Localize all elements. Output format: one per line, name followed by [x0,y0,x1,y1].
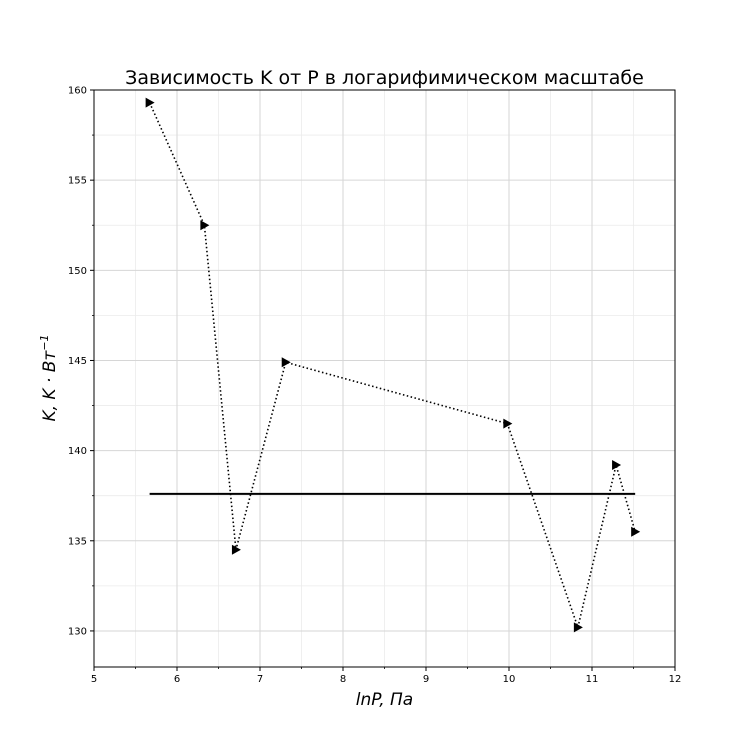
y-axis-label-main: K, K · Вт [40,350,60,422]
data-point-marker [503,418,513,429]
data-point-marker [631,526,641,537]
y-tick-label: 135 [68,536,87,547]
data-point-marker [281,357,291,368]
y-tick-label: 145 [68,356,87,367]
y-axis-label: K, K · Вт−1 [38,334,60,421]
data-point-marker [612,460,622,471]
x-tick-label: 6 [174,674,180,685]
ticks: 5 6 7 8 9 10 11 12 130 135 140 145 150 155 160 [68,86,681,686]
x-tick-label: 9 [423,674,429,685]
y-tick-label: 160 [68,86,87,97]
x-tick-label: 10 [503,674,516,685]
x-tick-label: 12 [669,674,682,685]
x-tick-label: 8 [340,674,346,685]
data-point-marker [200,220,210,231]
y-tick-label: 150 [68,266,87,277]
x-tick-label: 5 [91,674,97,685]
x-axis-label: lnP, Па [356,690,413,710]
plot-area [145,97,641,633]
y-tick-label: 140 [68,446,87,457]
series-line [148,102,636,631]
data-point-marker [145,97,155,108]
y-tick-label: 155 [68,176,87,187]
y-axis-label-superscript: −1 [38,334,51,350]
x-tick-label: 11 [586,674,599,685]
x-tick-label: 7 [257,674,263,685]
y-tick-label: 130 [68,626,87,637]
grid [93,89,676,667]
data-point-marker [573,622,583,633]
chart-title: Зависимость K от P в логарифимическом ма… [125,67,644,89]
data-point-marker [231,544,241,555]
